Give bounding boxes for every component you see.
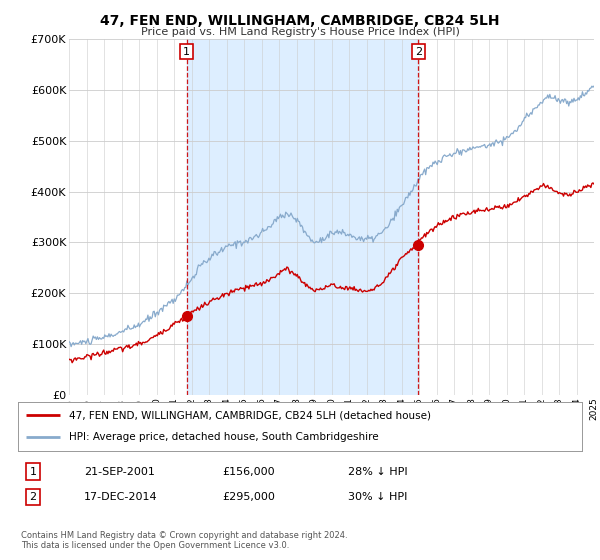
Text: £295,000: £295,000 bbox=[222, 492, 275, 502]
Text: 30% ↓ HPI: 30% ↓ HPI bbox=[348, 492, 407, 502]
Text: 17-DEC-2014: 17-DEC-2014 bbox=[84, 492, 158, 502]
Text: 2: 2 bbox=[415, 46, 422, 57]
Bar bbox=[187, 39, 418, 395]
Text: £156,000: £156,000 bbox=[222, 466, 275, 477]
Text: 1: 1 bbox=[183, 46, 190, 57]
Text: This data is licensed under the Open Government Licence v3.0.: This data is licensed under the Open Gov… bbox=[21, 541, 289, 550]
Text: 1: 1 bbox=[29, 466, 37, 477]
Text: 28% ↓ HPI: 28% ↓ HPI bbox=[348, 466, 407, 477]
Text: HPI: Average price, detached house, South Cambridgeshire: HPI: Average price, detached house, Sout… bbox=[69, 432, 379, 442]
Text: 21-SEP-2001: 21-SEP-2001 bbox=[84, 466, 155, 477]
Text: 47, FEN END, WILLINGHAM, CAMBRIDGE, CB24 5LH (detached house): 47, FEN END, WILLINGHAM, CAMBRIDGE, CB24… bbox=[69, 410, 431, 421]
Text: Contains HM Land Registry data © Crown copyright and database right 2024.: Contains HM Land Registry data © Crown c… bbox=[21, 531, 347, 540]
Text: 2: 2 bbox=[29, 492, 37, 502]
Text: 47, FEN END, WILLINGHAM, CAMBRIDGE, CB24 5LH: 47, FEN END, WILLINGHAM, CAMBRIDGE, CB24… bbox=[100, 14, 500, 28]
Text: Price paid vs. HM Land Registry's House Price Index (HPI): Price paid vs. HM Land Registry's House … bbox=[140, 27, 460, 38]
